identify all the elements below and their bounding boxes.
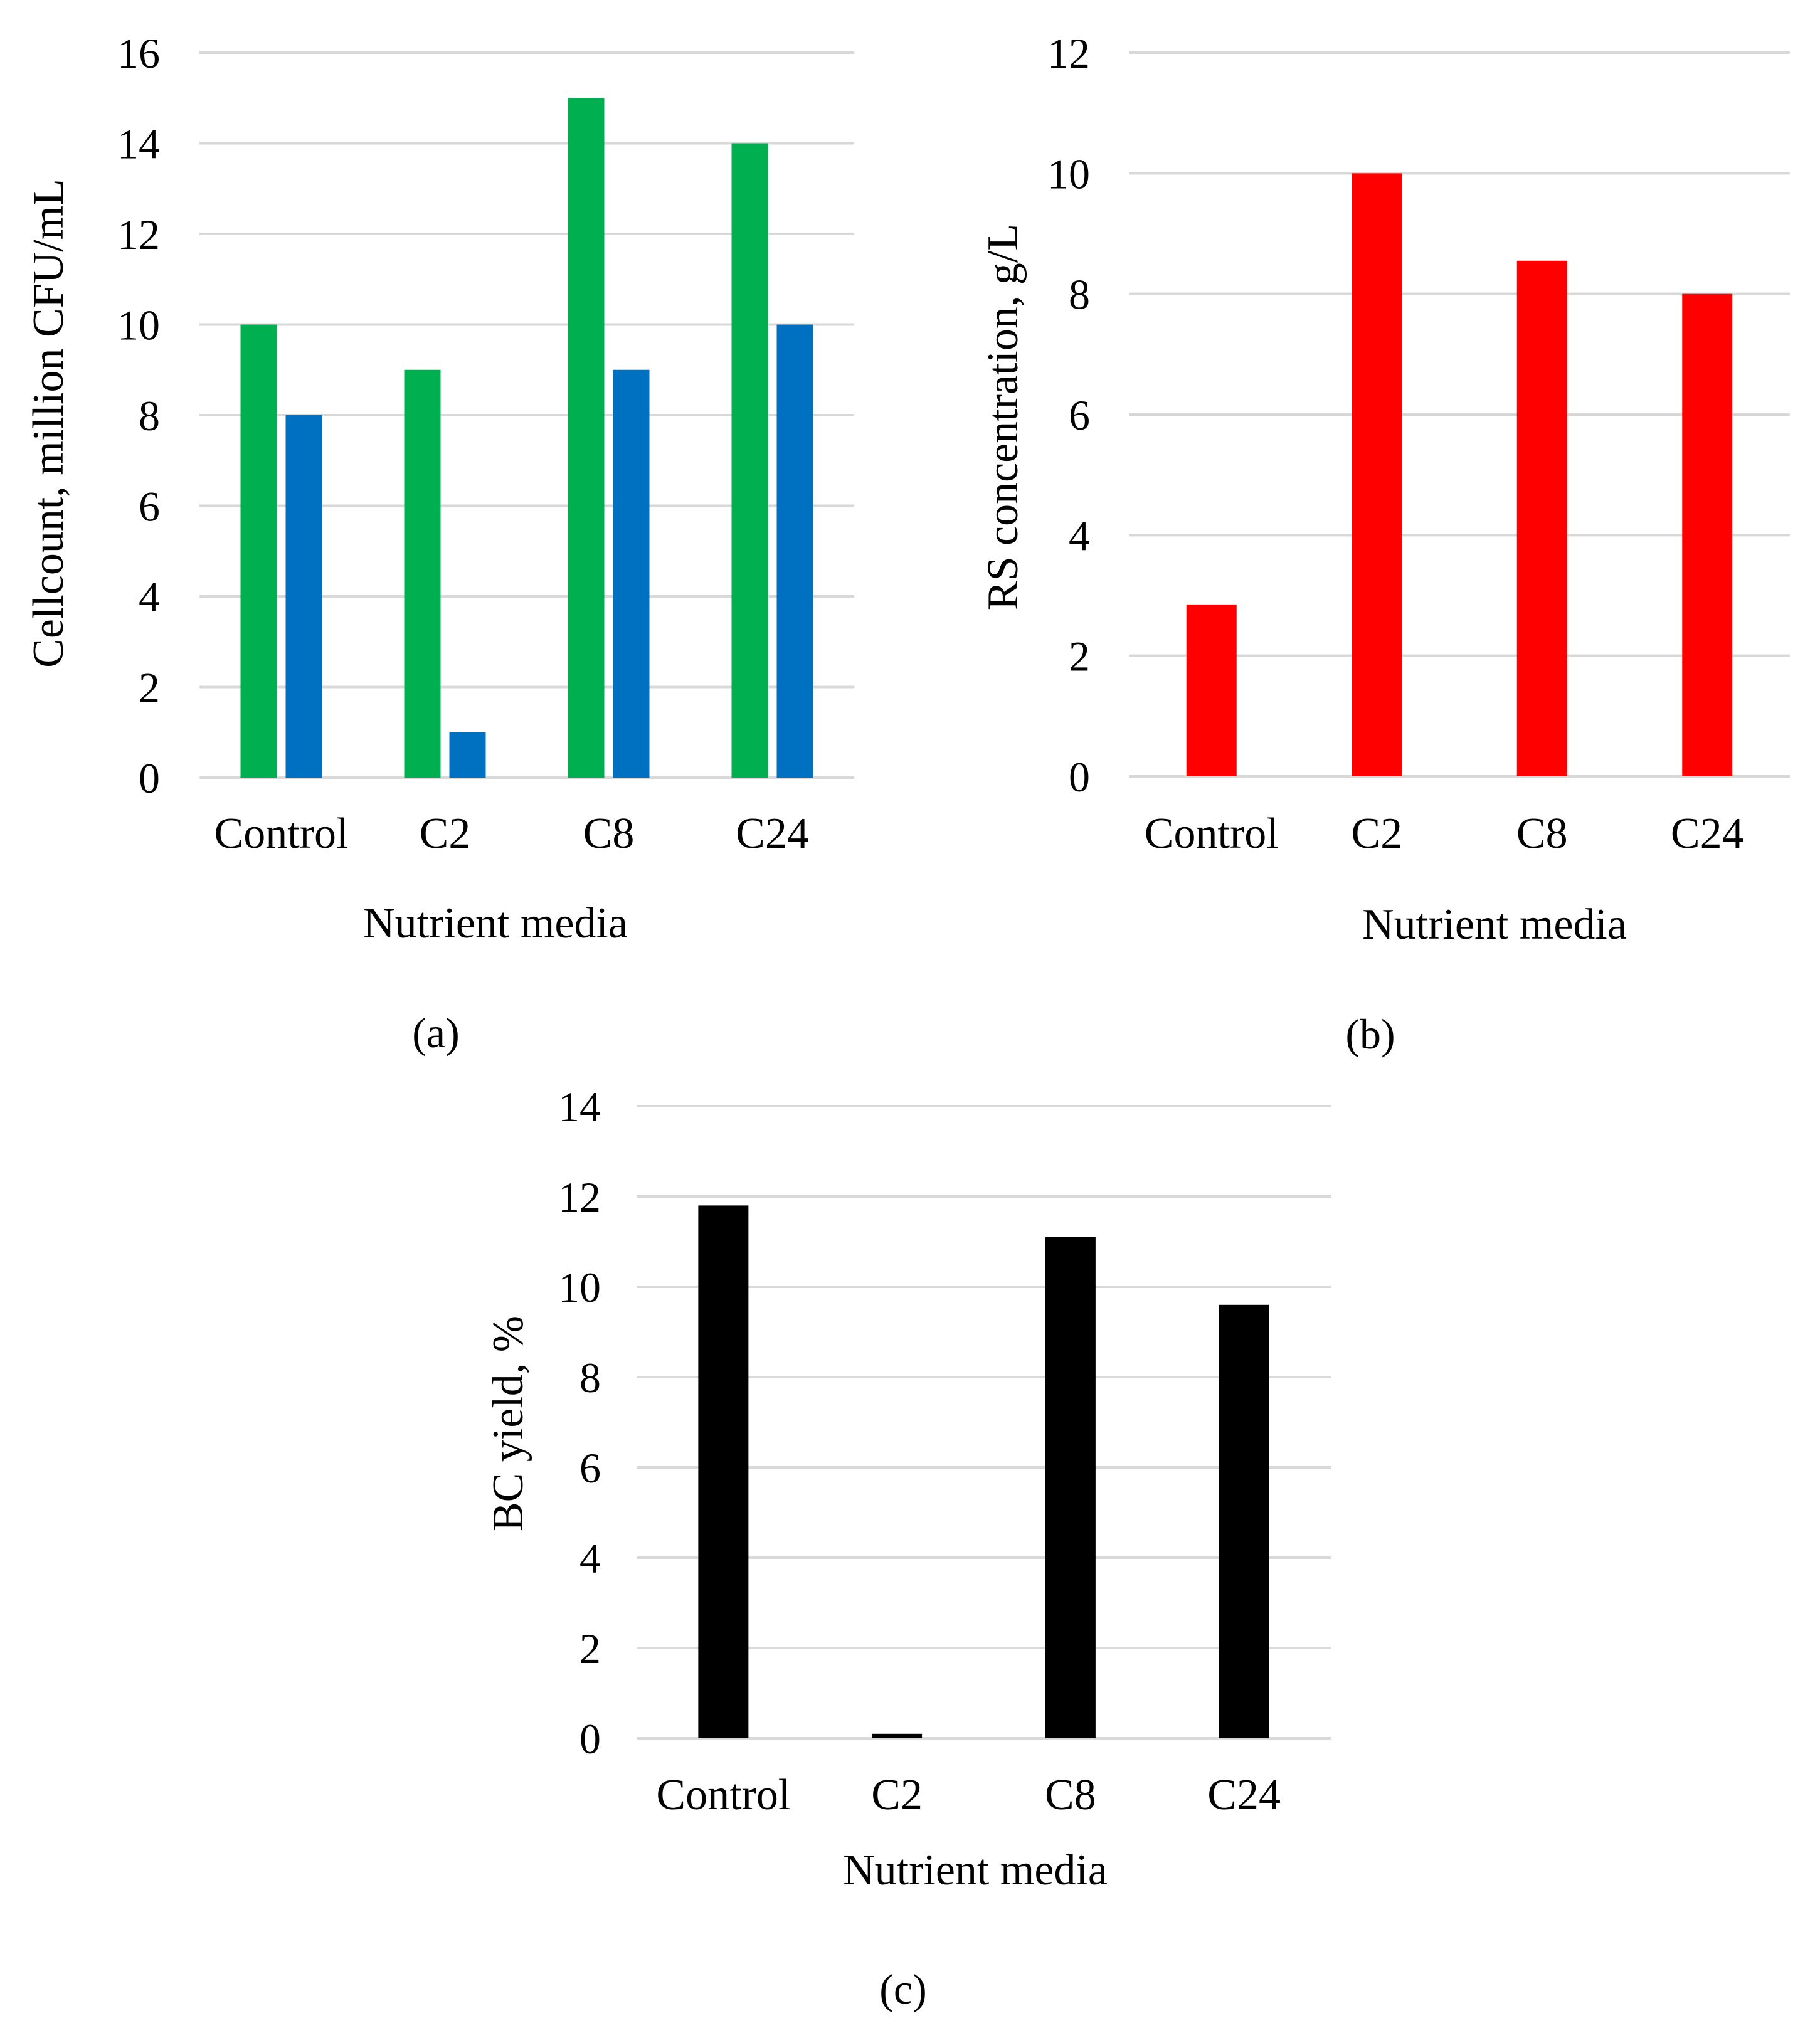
y-tick-label-a: 10 (117, 302, 160, 349)
x-category-label-c: Control (656, 1771, 790, 1819)
y-tick-labels-b: 0 2 4 6 8 10 12 (1047, 29, 1090, 801)
y-tick-label-a: 2 (139, 664, 160, 712)
y-tick-label-c: 8 (579, 1354, 601, 1402)
bar-a-c8-s2 (613, 369, 650, 778)
y-tick-label-b: 4 (1069, 512, 1090, 559)
bar-b-control-s1 (1186, 604, 1237, 776)
x-category-label-b: C8 (1516, 810, 1568, 858)
x-category-labels-c: Control C2 C8 C24 (656, 1771, 1281, 1819)
y-tick-label-b: 6 (1069, 391, 1090, 439)
bar-a-c24-s1 (731, 143, 768, 778)
y-tick-labels-c: 0 2 4 6 8 10 12 14 (558, 1083, 601, 1763)
bar-a-c2-s1 (404, 369, 441, 778)
y-tick-label-a: 6 (139, 483, 160, 531)
y-tick-label-a: 14 (117, 120, 160, 168)
y-tick-label-c: 6 (579, 1444, 601, 1492)
panel-label-b: (b) (1345, 1010, 1395, 1058)
y-tick-label-a: 8 (139, 392, 160, 440)
bars-b (1186, 173, 1733, 777)
gridlines-b (1129, 51, 1790, 778)
x-axis-title-b: Nutrient media (1362, 900, 1627, 949)
bar-a-control-s2 (285, 415, 322, 778)
x-category-label-a: C2 (420, 810, 471, 858)
bar-b-c8-s1 (1516, 260, 1567, 776)
y-tick-label-a: 0 (139, 754, 160, 802)
y-tick-label-c: 0 (579, 1715, 601, 1763)
panel-label-c: (c) (879, 1965, 926, 2013)
y-tick-label-c: 2 (579, 1625, 601, 1672)
y-tick-label-b: 8 (1069, 271, 1090, 319)
y-tick-labels-a: 0 2 4 6 8 10 12 14 16 (117, 29, 160, 802)
x-category-labels-a: Control C2 C8 C24 (214, 810, 809, 858)
y-tick-label-b: 12 (1047, 29, 1090, 77)
x-axis-title-c: Nutrient media (843, 1846, 1108, 1894)
y-tick-label-c: 4 (579, 1534, 601, 1582)
bar-a-c2-s2 (449, 732, 486, 778)
bar-a-c24-s2 (776, 324, 813, 778)
bar-a-control-s1 (240, 324, 277, 778)
y-axis-title-b: RS concentration, g/L (979, 224, 1027, 610)
chart-panel-b: 0 2 4 6 8 10 12 Control C2 C8 C24 RS concentratio… (979, 29, 1790, 1058)
gridlines-c (637, 1105, 1331, 1740)
x-category-label-a: C24 (736, 810, 809, 858)
bars-c (698, 1205, 1269, 1738)
y-tick-label-c: 14 (558, 1083, 601, 1131)
chart-panel-c: 0 2 4 6 8 10 12 14 Control C2 C8 C24 BC yield, % N… (484, 1083, 1331, 2013)
bars-a (240, 98, 813, 778)
bar-b-c24-s1 (1682, 293, 1733, 777)
y-tick-label-b: 10 (1047, 150, 1090, 198)
x-category-label-a: Control (214, 810, 349, 858)
y-tick-label-a: 16 (117, 29, 160, 77)
x-category-label-a: C8 (583, 810, 635, 858)
y-tick-label-a: 12 (117, 211, 160, 258)
x-category-label-c: C24 (1207, 1771, 1281, 1819)
y-tick-label-b: 2 (1069, 633, 1090, 680)
bar-c-c8-s1 (1045, 1237, 1096, 1738)
x-category-label-b: Control (1145, 810, 1279, 858)
y-axis-title-c: BC yield, % (484, 1316, 532, 1531)
y-tick-label-a: 4 (139, 573, 160, 621)
y-tick-label-b: 0 (1069, 753, 1090, 801)
bar-c-c24-s1 (1219, 1304, 1269, 1738)
y-axis-title-a: Cellcount, million CFU/mL (24, 179, 73, 668)
x-category-label-c: C2 (871, 1771, 923, 1819)
bar-c-control-s1 (698, 1205, 749, 1738)
bar-b-c2-s1 (1352, 173, 1402, 776)
bar-c-c2-s1 (872, 1733, 923, 1738)
x-category-label-c: C8 (1045, 1771, 1096, 1819)
y-tick-label-c: 12 (558, 1173, 601, 1221)
x-category-labels-b: Control C2 C8 C24 (1145, 810, 1744, 858)
bar-a-c8-s1 (568, 98, 605, 778)
x-axis-title-a: Nutrient media (363, 899, 628, 948)
chart-panel-a: 0 2 4 6 8 10 12 14 16 Control C2 C8 C24 Cellcount, … (24, 29, 854, 1057)
x-category-label-b: C2 (1351, 810, 1402, 858)
x-category-label-b: C24 (1671, 810, 1744, 858)
y-tick-label-c: 10 (558, 1264, 601, 1311)
panel-label-a: (a) (412, 1009, 459, 1057)
